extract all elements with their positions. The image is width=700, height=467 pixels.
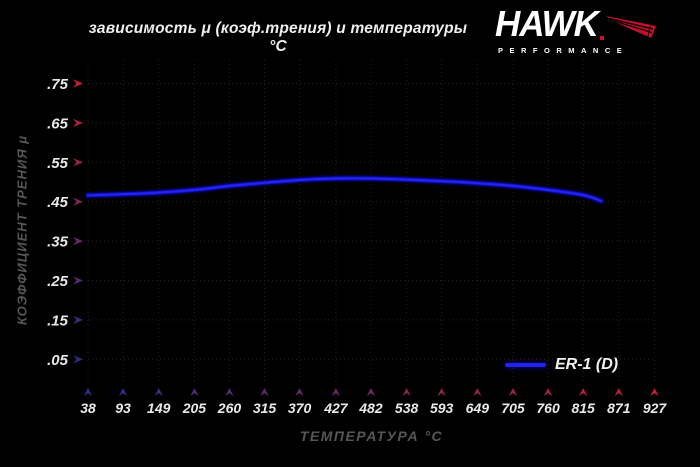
x-tick-label: 260 bbox=[217, 400, 242, 416]
x-tick-arrow-icon bbox=[508, 388, 518, 396]
x-tick-arrow-icon bbox=[331, 388, 341, 396]
x-tick-label: 593 bbox=[430, 400, 454, 416]
x-tick-arrow-icon bbox=[154, 388, 163, 396]
y-tick-label: .75 bbox=[47, 76, 69, 93]
hawk-logo: HAWK PERFORMANCE bbox=[495, 4, 690, 58]
y-tick-label: .05 bbox=[47, 352, 69, 369]
x-tick-label: 370 bbox=[288, 400, 312, 416]
y-tick-label: .55 bbox=[47, 155, 69, 172]
y-tick-label: .65 bbox=[47, 115, 69, 132]
hawk-performance-text: PERFORMANCE bbox=[498, 46, 629, 55]
x-tick-label: 815 bbox=[571, 400, 595, 416]
y-tick-label: .35 bbox=[47, 234, 69, 251]
y-tick-arrow-icon bbox=[73, 355, 83, 364]
x-tick-arrow-icon bbox=[118, 388, 128, 396]
series-curve bbox=[84, 174, 605, 205]
y-tick-label: .45 bbox=[47, 194, 69, 211]
hawk-wing-icon bbox=[605, 16, 656, 38]
x-tick-label: 760 bbox=[536, 400, 560, 416]
hawk-logo-text: HAWK bbox=[495, 4, 599, 45]
x-tick-label: 93 bbox=[115, 400, 131, 416]
x-tick-label: 482 bbox=[358, 400, 383, 416]
x-tick-arrow-icon bbox=[190, 388, 199, 396]
y-tick-label: .25 bbox=[47, 273, 69, 290]
x-axis-title: ТЕМПЕРАТУРА °C bbox=[299, 428, 444, 444]
x-tick-label: 538 bbox=[395, 400, 419, 416]
y-tick-arrow-icon bbox=[73, 197, 83, 206]
y-tick-arrow-icon bbox=[73, 276, 83, 285]
y-tick-arrow-icon bbox=[73, 315, 83, 325]
x-tick-label: 38 bbox=[80, 400, 96, 416]
y-tick-arrow-icon bbox=[73, 236, 83, 246]
legend: ER-1 (D) bbox=[505, 356, 618, 374]
x-tick-label: 705 bbox=[501, 400, 525, 416]
x-tick-label: 315 bbox=[253, 400, 277, 416]
x-tick-arrow-icon bbox=[402, 388, 411, 396]
y-axis-title: КОЭФФИЦИЕНТ ТРЕНИЯ μ bbox=[14, 134, 30, 326]
legend-series-label: ER-1 (D) bbox=[555, 356, 619, 373]
x-tick-label: 871 bbox=[607, 400, 631, 416]
x-tick-arrow-icon bbox=[295, 388, 304, 396]
x-tick-arrow-icon bbox=[650, 388, 659, 396]
x-tick-arrow-icon bbox=[366, 388, 376, 396]
x-tick-arrow-icon bbox=[614, 388, 624, 396]
x-tick-arrow-icon bbox=[225, 388, 234, 396]
x-tick-arrow-icon bbox=[543, 388, 553, 396]
y-tick-arrow-icon bbox=[73, 118, 83, 128]
hawk-logo-dot bbox=[599, 36, 604, 40]
x-tick-arrow-icon bbox=[83, 388, 93, 396]
x-tick-label: 149 bbox=[147, 400, 171, 416]
x-tick-label: 427 bbox=[323, 400, 349, 416]
y-tick-label: .15 bbox=[47, 312, 69, 329]
x-tick-label: 927 bbox=[643, 400, 668, 416]
x-tick-label: 649 bbox=[466, 400, 490, 416]
x-tick-arrow-icon bbox=[437, 388, 446, 396]
x-tick-label: 205 bbox=[182, 400, 207, 416]
legend-line-swatch bbox=[505, 363, 546, 367]
hawk-logo-row: HAWK bbox=[495, 4, 690, 45]
x-tick-arrow-icon bbox=[578, 388, 588, 396]
x-tick-arrow-icon bbox=[260, 388, 269, 396]
y-tick-arrow-icon bbox=[73, 79, 83, 88]
x-tick-arrow-icon bbox=[473, 388, 482, 396]
series-curve bbox=[86, 177, 603, 202]
y-tick-arrow-icon bbox=[73, 158, 83, 167]
chart-title: зависимость μ (коэф.трения) и температур… bbox=[88, 20, 468, 55]
